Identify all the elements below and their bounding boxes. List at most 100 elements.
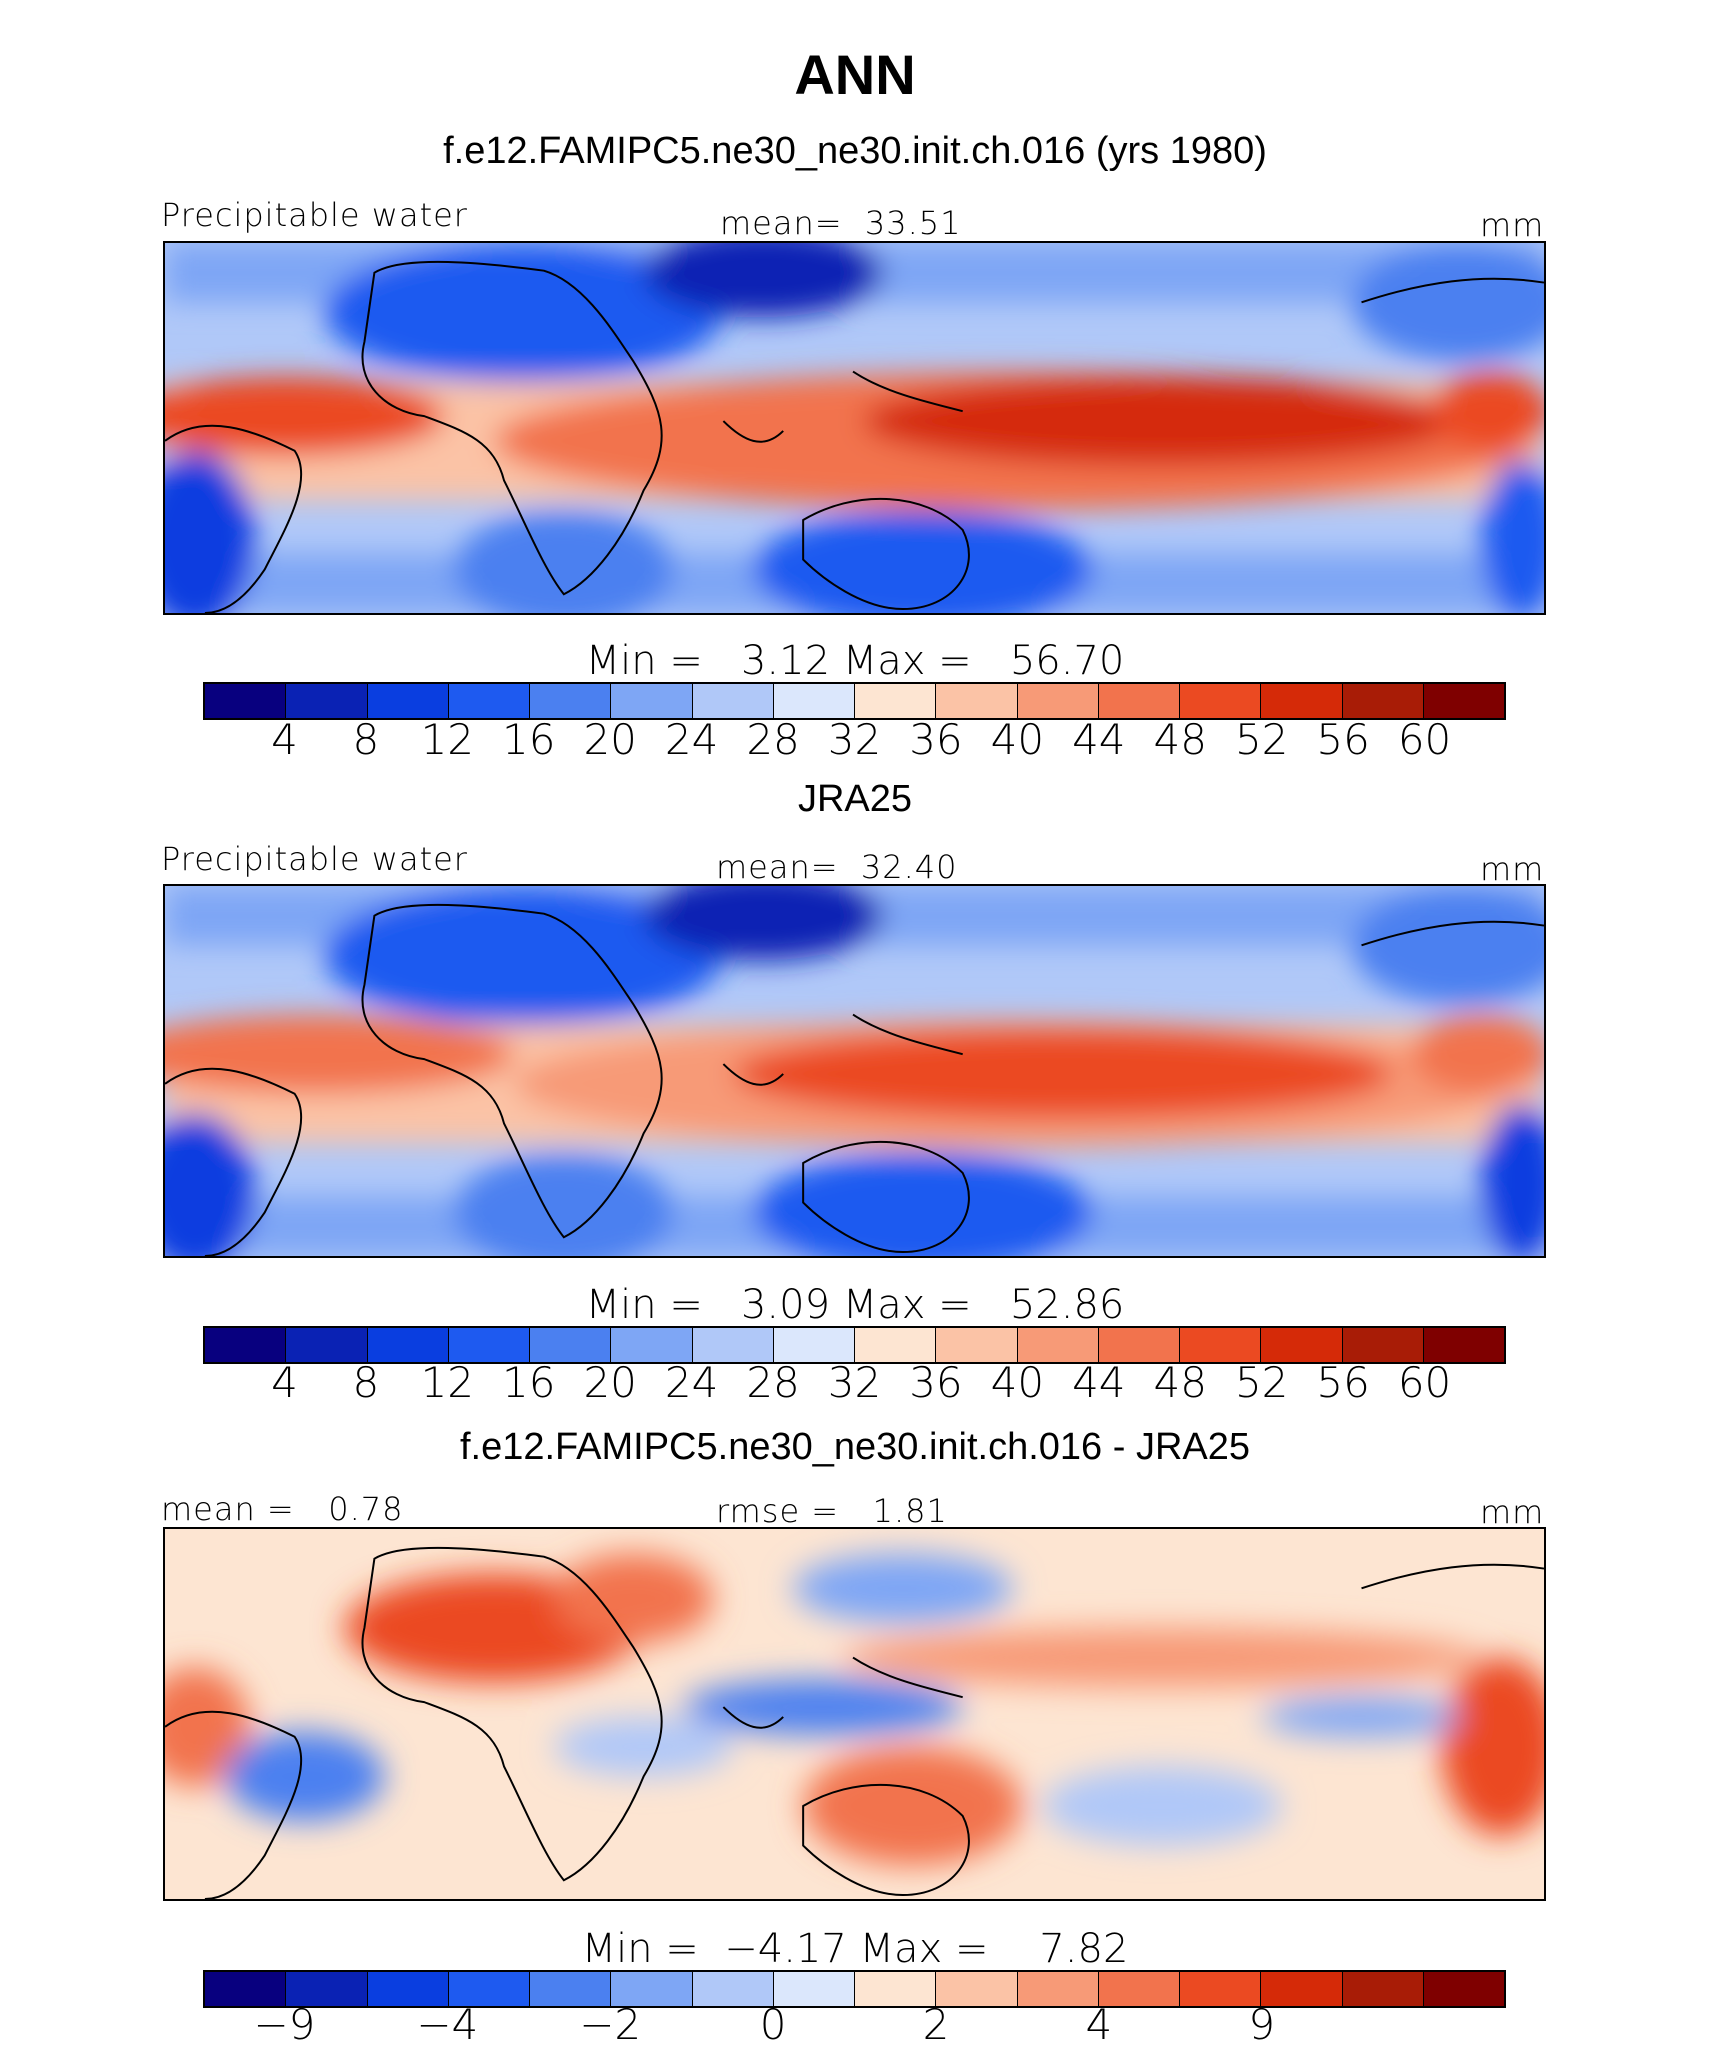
colorbar-tick-label: 56 (1316, 715, 1370, 764)
colorbar-swatch (855, 684, 937, 718)
panel-3-colorbar-ticks: −9 −4 −2 0 2 4 9 (0, 2000, 1710, 2049)
panel-2-mean-value: 32.40 (860, 848, 958, 886)
panel-3-rmse-value: 1.81 (872, 1492, 948, 1530)
colorbar-swatch (448, 684, 530, 718)
colorbar-tick-label: 24 (664, 1358, 719, 1407)
panel-3-min-label: Min (581, 1926, 653, 1972)
colorbar-tick-label: 4 (271, 715, 298, 764)
panel-3-min-value: −4.17 (724, 1926, 847, 1972)
colorbar-tick-label: 16 (502, 1358, 556, 1407)
panel-1-units: mm (1480, 206, 1545, 244)
colorbar-swatch (1342, 1972, 1424, 2006)
colorbar-swatch (530, 1972, 612, 2006)
colorbar-tick-label: 36 (909, 1358, 963, 1407)
panel-3-mean-value: 0.78 (328, 1490, 404, 1528)
panel-1-min-label: Min (585, 638, 657, 684)
colorbar-swatch (936, 684, 1018, 718)
colorbar-tick-label: 20 (583, 1358, 637, 1407)
colorbar-swatch (773, 1328, 855, 1362)
panel-1-mean-value: 33.51 (864, 204, 962, 242)
panel-1-map (163, 241, 1546, 615)
panel-3-title: f.e12.FAMIPC5.ne30_ne30.init.ch.016 - JR… (459, 1426, 1251, 1468)
panel-3-colorbar (203, 1970, 1506, 2008)
panel-2-title: JRA25 (797, 778, 913, 820)
panel-2-max-value: 52.86 (1009, 1282, 1125, 1328)
colorbar-swatch (367, 684, 449, 718)
panel-2-min-value: 3.09 (740, 1282, 831, 1328)
colorbar-swatch (286, 1972, 368, 2006)
colorbar-tick-label: 40 (990, 1358, 1045, 1407)
panel-1-variable-label: Precipitable water (161, 196, 468, 234)
colorbar-swatch (936, 1328, 1018, 1362)
colorbar-swatch (367, 1328, 449, 1362)
colorbar-tick-label: 52 (1234, 1358, 1289, 1407)
panel-3-units: mm (1480, 1493, 1545, 1531)
panel-1-min-value: 3.12 (740, 638, 831, 684)
colorbar-swatch (1098, 684, 1180, 718)
panel-1-colorbar (203, 682, 1506, 720)
colorbar-swatch (1180, 1328, 1262, 1362)
colorbar-tick-label: 60 (1397, 1358, 1452, 1407)
panel-3-mean-label: mean = (161, 1490, 295, 1528)
panel-2-variable-label: Precipitable water (161, 840, 468, 878)
colorbar-swatch (692, 1328, 774, 1362)
colorbar-swatch (1261, 684, 1343, 718)
colorbar-swatch (855, 1328, 937, 1362)
panel-1-minmax: Min = 3.12 Max = 56.70 (585, 638, 1125, 684)
colorbar-tick-label: 44 (1072, 1358, 1126, 1407)
panel-1-max-value: 56.70 (1009, 638, 1125, 684)
colorbar-swatch (611, 1972, 693, 2006)
colorbar-tick-label: −2 (579, 2000, 642, 2049)
colorbar-tick-label: −9 (253, 2000, 316, 2049)
colorbar-tick-label: 32 (827, 715, 882, 764)
colorbar-tick-label: 52 (1234, 715, 1289, 764)
colorbar-tick-label: 8 (352, 715, 380, 764)
panel-2-max-label: Max (842, 1282, 926, 1328)
colorbar-swatch (1017, 684, 1099, 718)
colorbar-tick-label: 48 (1153, 1358, 1207, 1407)
colorbar-swatch (1261, 1972, 1343, 2006)
colorbar-swatch (205, 684, 287, 718)
colorbar-tick-label: 40 (990, 715, 1045, 764)
panel-2-colorbar-ticks: 4 8 12 16 20 24 28 32 36 40 44 48 52 56 60 (0, 1358, 1710, 1407)
colorbar-swatch (448, 1972, 530, 2006)
colorbar-swatch (1098, 1972, 1180, 2006)
colorbar-swatch (773, 684, 855, 718)
colorbar-swatch (1342, 1328, 1424, 1362)
colorbar-swatch (692, 684, 774, 718)
colorbar-tick-label: 12 (420, 1358, 475, 1407)
panel-1-max-label: Max (842, 638, 926, 684)
panel-3-max-label: Max (859, 1926, 943, 1972)
colorbar-swatch (1180, 1972, 1262, 2006)
colorbar-swatch (530, 1328, 612, 1362)
colorbar-swatch (1098, 1328, 1180, 1362)
panel-2-colorbar (203, 1326, 1506, 1364)
colorbar-swatch (367, 1972, 449, 2006)
colorbar-swatch (205, 1328, 287, 1362)
panel-3-rmse-label: rmse = (716, 1492, 840, 1530)
panel-2-units: mm (1480, 850, 1545, 888)
panel-3-minmax: Min = −4.17 Max = 7.82 (581, 1926, 1129, 1972)
colorbar-tick-label: −4 (416, 2000, 479, 2049)
colorbar-swatch (611, 684, 693, 718)
colorbar-tick-label: 28 (746, 715, 800, 764)
colorbar-tick-label: 16 (502, 715, 556, 764)
panel-2-min-label: Min (585, 1282, 657, 1328)
panel-3-mean: mean = 0.78 (161, 1490, 404, 1528)
colorbar-tick-label: 2 (922, 2000, 950, 2049)
colorbar-swatch (1180, 684, 1262, 718)
colorbar-tick-label: 4 (1085, 2000, 1113, 2049)
colorbar-tick-label: 48 (1153, 715, 1207, 764)
colorbar-tick-label: 28 (746, 1358, 800, 1407)
panel-3-rmse: rmse = 1.81 (716, 1492, 948, 1530)
figure-title: ANN (794, 43, 916, 106)
colorbar-tick-label: 9 (1248, 2000, 1276, 2049)
colorbar-swatch (530, 684, 612, 718)
panel-1-title: f.e12.FAMIPC5.ne30_ne30.init.ch.016 (yrs… (443, 130, 1267, 172)
colorbar-swatch (1261, 1328, 1343, 1362)
panel-3-max-value: 7.82 (1039, 1926, 1129, 1972)
colorbar-swatch (773, 1972, 855, 2006)
colorbar-tick-label: 0 (759, 2000, 787, 2049)
panel-2-minmax: Min = 3.09 Max = 52.86 (585, 1282, 1125, 1328)
colorbar-swatch (936, 1972, 1018, 2006)
